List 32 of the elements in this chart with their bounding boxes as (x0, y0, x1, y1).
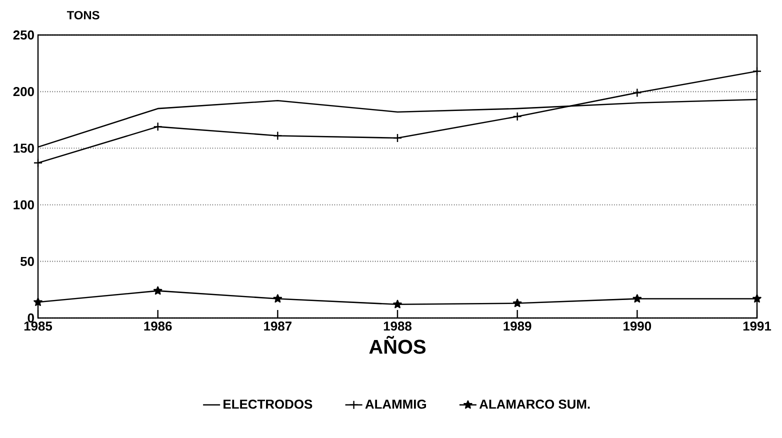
x-tick-label: 1986 (144, 322, 172, 331)
point (632, 294, 642, 303)
x-tick-label: 1991 (743, 322, 772, 331)
y-tick-label: 0 (28, 313, 34, 323)
point (33, 158, 43, 168)
point (392, 133, 402, 143)
point (273, 294, 282, 303)
point (273, 131, 282, 140)
legend-label: ALAMMIG (365, 400, 426, 409)
y-tick-label: 200 (13, 87, 34, 96)
x-tick-label: 1988 (384, 322, 412, 331)
point (632, 88, 642, 98)
y-axis-title: TONS (66, 10, 100, 20)
y-tick-label: 250 (13, 30, 34, 40)
y-tick-label: 150 (14, 144, 34, 153)
point (752, 66, 762, 76)
point (34, 298, 42, 306)
x-tick-label: 1990 (624, 322, 652, 331)
x-axis-title: AÑOS (369, 336, 426, 354)
y-tick-label: 100 (14, 200, 34, 210)
legend-label: ELECTRODOS (224, 400, 312, 409)
x-tick-label: 1989 (504, 322, 532, 331)
point (393, 300, 402, 308)
point (153, 286, 162, 295)
x-tick-label: 1985 (24, 322, 52, 331)
point (512, 298, 522, 308)
point (752, 294, 762, 303)
point (153, 122, 162, 132)
y-tick-label: 50 (20, 256, 34, 266)
legend-label: ALAMARCO SUM. (479, 400, 590, 409)
point (512, 112, 522, 122)
x-tick-label: 1987 (264, 322, 292, 331)
